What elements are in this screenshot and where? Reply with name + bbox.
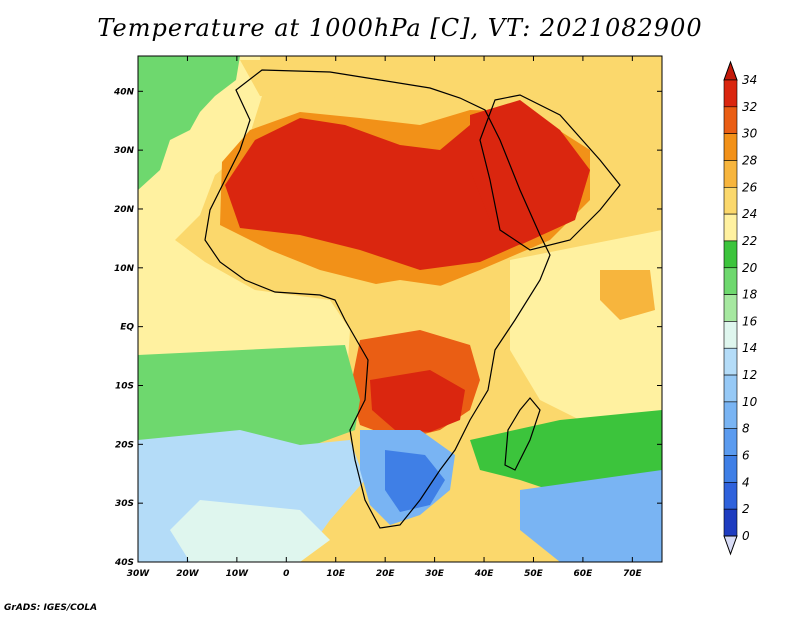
colorbar-swatch	[723, 321, 738, 349]
lat-tick-label: 30N	[114, 146, 135, 156]
colorbar-label: 16	[742, 314, 758, 328]
lat-tick-label: EQ	[120, 323, 134, 333]
indian-ocean-orange	[600, 270, 655, 320]
africa-coastline	[204, 69, 551, 529]
indian-ocean-blue	[520, 470, 662, 562]
lon-tick-label: 50E	[524, 569, 544, 579]
lon-tick-label: 60E	[574, 569, 594, 579]
map-title: Temperature at 1000hPa [C], VT: 20210829…	[97, 14, 703, 42]
madagascar-coastline	[504, 397, 541, 471]
colorbar-swatch	[723, 133, 738, 161]
colorbar-swatch	[723, 294, 738, 322]
colorbar-swatch	[723, 213, 738, 242]
colorbar-swatch	[723, 508, 738, 537]
colorbar-label: 6	[742, 449, 750, 463]
colorbar-swatch	[723, 106, 738, 134]
colorbar-label: 30	[742, 127, 758, 141]
colorbar-swatch	[723, 240, 738, 269]
lat-tick-label: 10N	[114, 264, 135, 274]
colorbar-swatch	[723, 267, 738, 295]
lat-tick-label: 20S	[115, 440, 134, 450]
lon-tick-label: 40E	[474, 569, 495, 579]
colorbar-min-arrow	[723, 535, 738, 556]
colorbar-label: 2	[742, 502, 750, 516]
atlantic-tropic-field	[138, 240, 350, 360]
lon-tick-label: 10W	[226, 569, 250, 579]
plot-frame	[137, 55, 663, 563]
lon-tick-label: 20E	[376, 569, 396, 579]
colorbar-swatch	[723, 482, 738, 510]
colorbar-swatch	[723, 160, 738, 188]
colorbar-swatch	[723, 401, 738, 430]
arabia-coastline	[479, 94, 621, 251]
lat-tick-label: 40S	[114, 558, 134, 568]
plot-area	[138, 56, 662, 562]
colorbar-swatch	[723, 79, 738, 108]
lat-tick-label: 30S	[115, 499, 134, 509]
lon-tick-label: 70E	[623, 569, 643, 579]
lon-tick-label: 30E	[425, 569, 445, 579]
lon-tick-label: 20W	[176, 569, 200, 579]
colorbar-label: 32	[742, 100, 757, 114]
southern-core-field	[370, 370, 465, 432]
lat-tick-label: 40N	[113, 87, 135, 97]
footer-credit: GrADS: IGES/COLA	[4, 603, 98, 613]
colorbar-swatch	[723, 186, 738, 215]
atlantic-green-field	[138, 56, 240, 190]
colorbar-swatch	[723, 347, 738, 376]
colorbar-label: 0	[742, 529, 750, 543]
lat-tick-label: 20N	[114, 205, 135, 215]
lon-tick-label: 30W	[127, 569, 151, 579]
south-africa-colder	[385, 450, 445, 512]
colorbar-swatch	[723, 374, 738, 403]
south-atlantic-pale	[170, 500, 330, 562]
colorbar-swatch	[723, 428, 738, 456]
colorbar-label: 26	[742, 180, 758, 194]
colorbar-label: 10	[742, 395, 758, 409]
colorbar-label: 34	[742, 73, 757, 87]
colorbar-max-arrow	[723, 60, 738, 81]
arabia-core-field	[470, 100, 590, 245]
colorbar-label: 14	[742, 341, 757, 355]
colorbar-label: 18	[742, 288, 758, 302]
colorbar-label: 22	[742, 234, 757, 248]
colorbar-swatch	[723, 455, 738, 483]
colorbar-label: 12	[742, 368, 757, 382]
colorbar-label: 8	[742, 422, 750, 436]
mediterranean-field	[240, 58, 662, 110]
colorbar-label: 20	[742, 261, 758, 275]
lon-tick-label: 10E	[326, 569, 346, 579]
lon-tick-label: 0	[283, 569, 289, 579]
colorbar-label: 28	[742, 153, 758, 167]
lat-tick-label: 10S	[115, 381, 134, 391]
colorbar-label: 4	[742, 475, 750, 489]
colorbar-label: 24	[742, 207, 757, 221]
